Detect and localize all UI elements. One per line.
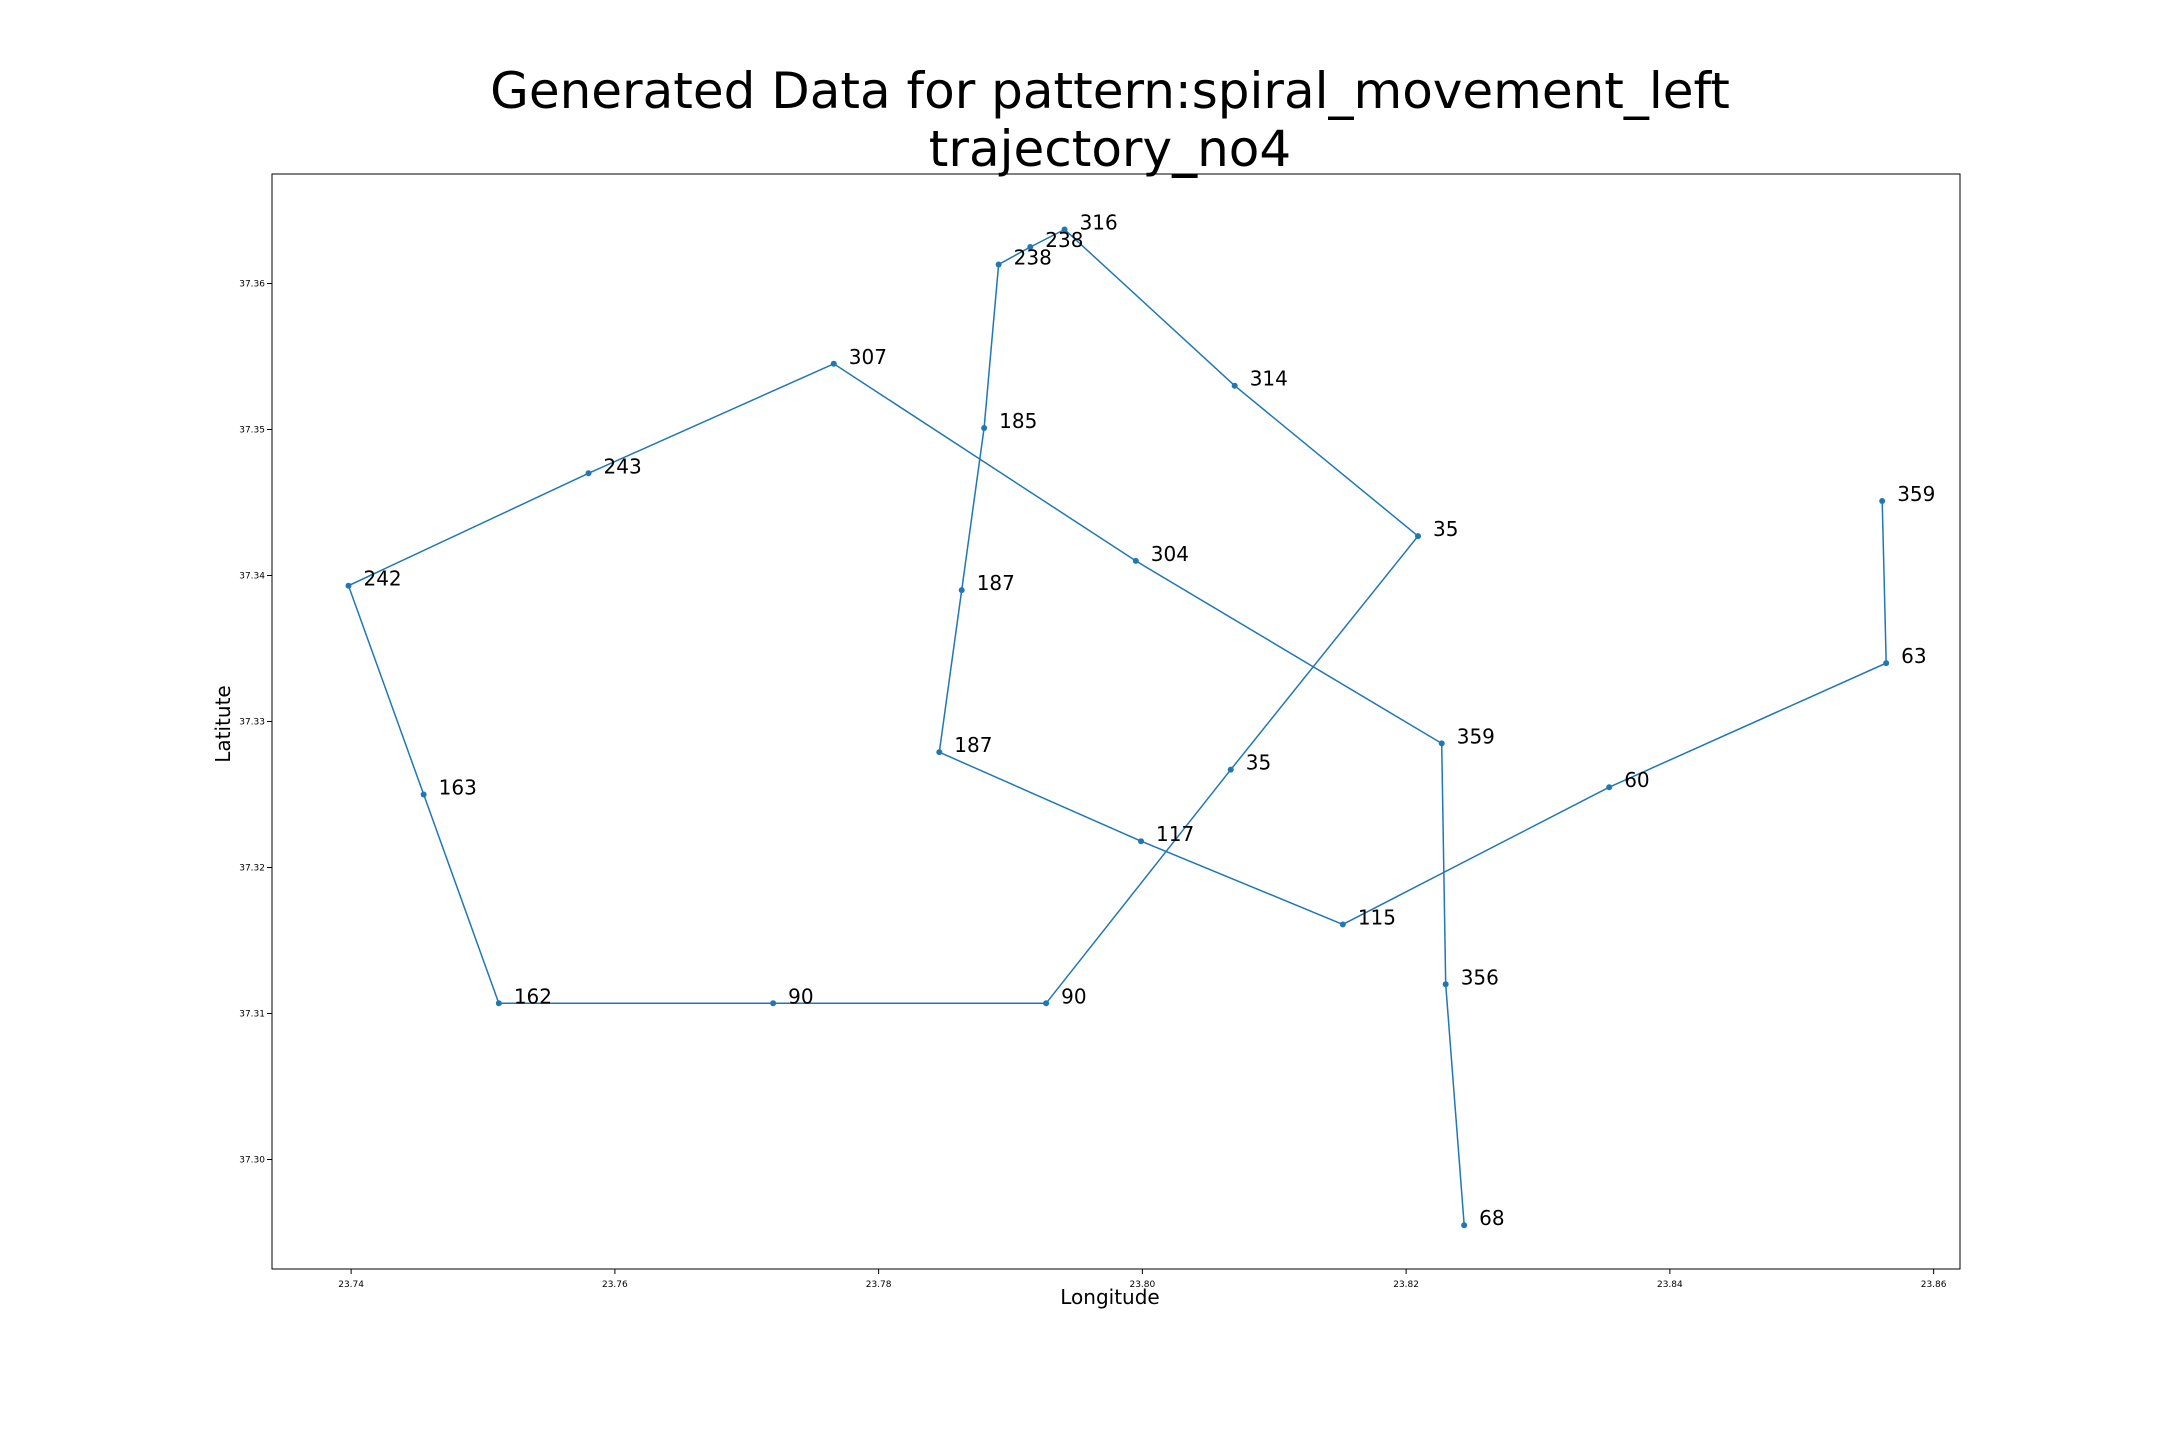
trajectory-point-label: 185 bbox=[999, 409, 1037, 433]
trajectory-point-label: 187 bbox=[977, 571, 1015, 595]
trajectory-point-label: 238 bbox=[1045, 228, 1083, 252]
y-tick-label: 37.31 bbox=[239, 1010, 265, 1020]
trajectory-point bbox=[830, 360, 837, 367]
trajectory-point bbox=[495, 1000, 502, 1007]
y-tick-label: 37.35 bbox=[239, 426, 265, 436]
trajectory-point bbox=[1061, 226, 1068, 233]
trajectory-point-label: 90 bbox=[788, 984, 813, 1008]
trajectory-point-label: 238 bbox=[1014, 246, 1052, 270]
trajectory-point-label: 314 bbox=[1250, 367, 1288, 391]
trajectory-point-label: 60 bbox=[1624, 768, 1649, 792]
chart-title-line-2: trajectory_no4 bbox=[929, 120, 1291, 178]
plot-frame bbox=[271, 173, 1961, 1270]
trajectory-point-label: 35 bbox=[1246, 751, 1271, 775]
trajectory-point-label: 356 bbox=[1461, 965, 1499, 989]
trajectory-point-label: 63 bbox=[1901, 644, 1926, 668]
y-tick-label: 37.32 bbox=[239, 864, 265, 874]
trajectory-point bbox=[1414, 533, 1421, 540]
trajectory-point-label: 359 bbox=[1457, 724, 1495, 748]
trajectory-point bbox=[1606, 784, 1613, 791]
trajectory-point bbox=[936, 749, 943, 756]
x-axis-ticks: 23.74 23.76 23.78 23.80 23.82 23.84 23.86 bbox=[338, 1269, 1947, 1290]
trajectory-point-labels: 68 356 359 304 307 243 242 163 162 90 90 35 35 314 316… bbox=[363, 210, 1935, 1230]
plot-area: 23.74 23.76 23.78 23.80 23.82 23.84 23.86 37.3… bbox=[239, 173, 1961, 1290]
trajectory-point bbox=[1132, 557, 1139, 564]
trajectory-point-label: 163 bbox=[439, 776, 477, 800]
y-tick-label: 37.34 bbox=[239, 572, 265, 582]
trajectory-point-label: 304 bbox=[1151, 542, 1189, 566]
chart-title-line-1: Generated Data for pattern:spiral_moveme… bbox=[490, 62, 1730, 120]
trajectory-point bbox=[1438, 740, 1445, 747]
y-tick-label: 37.30 bbox=[239, 1156, 265, 1166]
trajectory-point bbox=[1027, 244, 1034, 250]
trajectory-point-label: 35 bbox=[1433, 517, 1458, 541]
x-tick-label: 23.84 bbox=[1657, 1280, 1683, 1290]
trajectory-point-label: 68 bbox=[1479, 1206, 1504, 1230]
trajectory-point-label: 187 bbox=[954, 733, 992, 757]
trajectory-point bbox=[1227, 766, 1234, 773]
trajectory-point bbox=[585, 470, 592, 477]
trajectory-point bbox=[345, 582, 352, 589]
y-tick-label: 37.33 bbox=[239, 718, 265, 728]
x-tick-label: 23.86 bbox=[1921, 1280, 1947, 1290]
trajectory-point bbox=[981, 425, 988, 432]
y-axis-ticks: 37.30 37.31 37.32 37.33 37.34 37.35 37.36 bbox=[239, 280, 272, 1166]
trajectory-point-label: 359 bbox=[1897, 482, 1935, 506]
x-axis-label: Longitude bbox=[1060, 1285, 1159, 1309]
trajectory-point-label: 316 bbox=[1080, 210, 1118, 234]
trajectory-point-label: 115 bbox=[1358, 905, 1396, 929]
trajectory-point bbox=[1339, 921, 1346, 928]
trajectory-point bbox=[420, 791, 427, 798]
trajectory-point bbox=[995, 261, 1002, 268]
trajectory-point-label: 242 bbox=[363, 567, 401, 591]
trajectory-point bbox=[1138, 838, 1145, 845]
trajectory-point-label: 117 bbox=[1156, 822, 1194, 846]
x-tick-label: 23.74 bbox=[338, 1280, 364, 1290]
trajectory-point bbox=[1879, 498, 1886, 505]
x-tick-label: 23.78 bbox=[866, 1280, 892, 1290]
trajectory-point bbox=[1231, 382, 1238, 389]
trajectory-point bbox=[770, 1000, 777, 1007]
trajectory-point-label: 90 bbox=[1061, 984, 1086, 1008]
trajectory-point-label: 307 bbox=[849, 345, 887, 369]
x-tick-label: 23.80 bbox=[1129, 1280, 1155, 1290]
trajectory-point bbox=[1461, 1222, 1468, 1229]
trajectory-points bbox=[345, 226, 1890, 1229]
trajectory-point-label: 162 bbox=[514, 984, 552, 1008]
trajectory-point bbox=[1883, 660, 1890, 667]
trajectory-point bbox=[1043, 1000, 1050, 1007]
x-tick-label: 23.82 bbox=[1393, 1280, 1419, 1290]
x-tick-label: 23.76 bbox=[602, 1280, 628, 1290]
trajectory-point bbox=[958, 587, 965, 594]
trajectory-point-label: 243 bbox=[604, 454, 642, 478]
y-axis-label: Latitute bbox=[211, 685, 235, 762]
trajectory-line bbox=[347, 228, 1887, 1226]
trajectory-point bbox=[1442, 981, 1449, 988]
y-tick-label: 37.36 bbox=[239, 280, 265, 290]
